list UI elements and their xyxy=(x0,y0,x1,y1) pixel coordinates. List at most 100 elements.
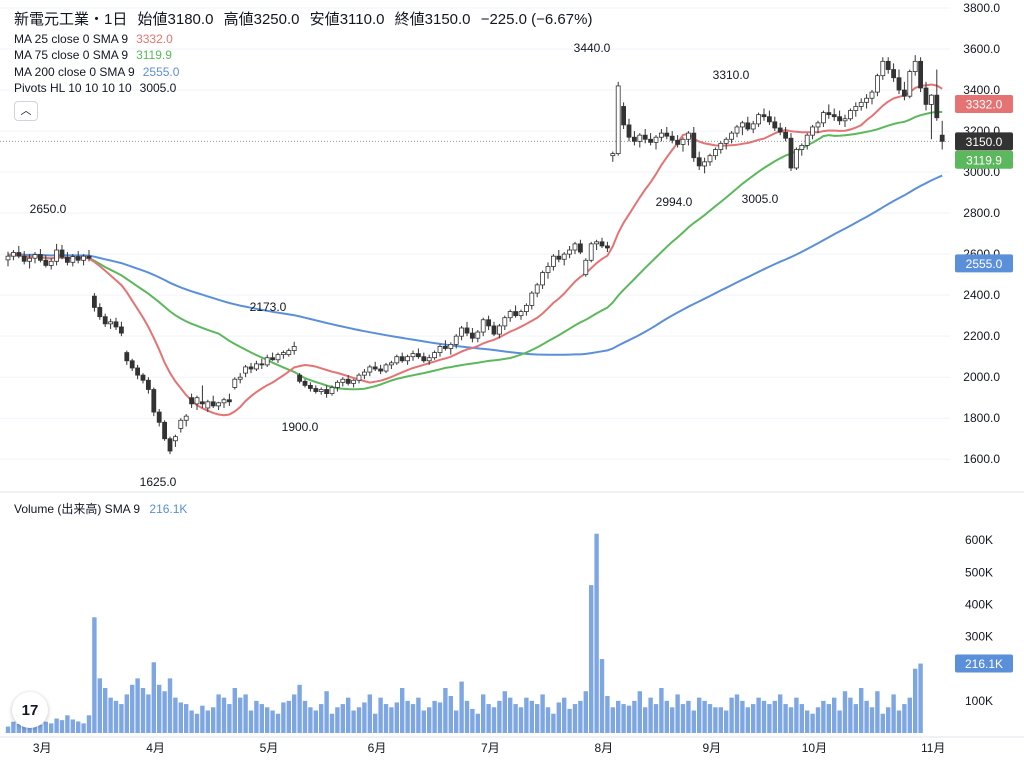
volume-bar xyxy=(497,700,502,733)
volume-bar xyxy=(130,684,135,733)
candle-body xyxy=(16,252,22,257)
volume-tick-label: 600K xyxy=(965,533,993,547)
chart-legend: 新電元工業・1日 始値3180.0 高値3250.0 安値3110.0 終値31… xyxy=(14,11,598,121)
candle-body xyxy=(388,362,394,366)
volume-tick-label: 500K xyxy=(965,565,993,579)
candle-body xyxy=(664,132,670,137)
volume-bar xyxy=(740,700,745,733)
price-tags: 3332.0 3150.0 3119.9 2555.0 216.1K xyxy=(955,94,1013,673)
price-tick-label: 2800.0 xyxy=(963,206,1000,220)
ma75-line xyxy=(7,110,943,391)
volume-bar xyxy=(805,710,810,733)
volume-bar xyxy=(832,697,837,733)
candle-body xyxy=(313,388,319,392)
indicator-ma25[interactable]: MA 25 close 0 SMA 9 3332.0 xyxy=(14,31,173,46)
volume-bar xyxy=(734,694,740,733)
volume-bar xyxy=(22,724,27,733)
volume-bar xyxy=(205,710,210,733)
volume-bar xyxy=(459,681,464,733)
candle-body xyxy=(329,387,335,394)
candle-body xyxy=(831,114,837,118)
candle-body xyxy=(124,352,130,362)
candle-body xyxy=(10,252,16,257)
candle-body xyxy=(578,243,583,253)
candle-body xyxy=(686,132,691,140)
price-tag xyxy=(955,94,1013,113)
candle-body xyxy=(815,122,821,128)
volume-bar xyxy=(481,694,486,733)
indicator-ma200[interactable]: MA 200 close 0 SMA 9 2555.0 xyxy=(14,64,180,79)
symbol-title[interactable]: 新電元工業・1日 xyxy=(14,11,128,28)
candle-body xyxy=(610,153,616,157)
volume-bar xyxy=(632,700,637,733)
volume-tag xyxy=(955,654,1013,673)
price-tick-label: 2400.0 xyxy=(963,288,1000,302)
volume-bar xyxy=(97,678,102,733)
volume-bar xyxy=(292,694,297,733)
candle-body xyxy=(772,121,778,129)
volume-tick-label: 400K xyxy=(965,597,993,611)
volume-bar xyxy=(572,704,578,733)
volume-bar xyxy=(670,707,675,733)
pivot-label: 2650.0 xyxy=(30,202,67,216)
volume-legend[interactable]: Volume (出来高) SMA 9 216.1K xyxy=(14,502,188,516)
volume-bar xyxy=(367,694,372,733)
volume-bar xyxy=(707,704,713,733)
volume-tag-label: 216.1K xyxy=(965,657,1003,671)
volume-bar xyxy=(27,723,32,733)
candle-body xyxy=(777,127,783,133)
volume-bar xyxy=(92,617,97,733)
price-tick-label: 1600.0 xyxy=(963,452,1000,466)
candle-body xyxy=(405,356,411,362)
volume-bar xyxy=(167,678,173,733)
volume-tick-label: 300K xyxy=(965,630,993,644)
candle-body xyxy=(880,60,886,77)
candle-body xyxy=(140,374,146,381)
volume-bar xyxy=(886,707,891,733)
ohlc-close: 終値3150.0 xyxy=(394,11,471,28)
volume-bar xyxy=(907,697,912,733)
candle-body xyxy=(567,249,572,255)
candle-body xyxy=(842,118,848,122)
volume-bar xyxy=(902,704,907,733)
candle-body xyxy=(740,122,745,128)
candle-body xyxy=(750,123,756,130)
candle-body xyxy=(459,327,465,337)
collapse-legend-button[interactable]: ︿ xyxy=(14,100,38,121)
ohlc-low: 安値3110.0 xyxy=(309,11,385,28)
tradingview-logo-icon[interactable]: 17 xyxy=(12,692,48,728)
candle-body xyxy=(32,254,38,259)
candle-body xyxy=(713,149,718,157)
volume-bar xyxy=(643,707,648,733)
volume-bar xyxy=(594,533,599,733)
volume-bar xyxy=(583,691,588,733)
indicator-pivots[interactable]: Pivots HL 10 10 10 10 3005.0 xyxy=(14,81,177,95)
candlestick-series xyxy=(5,55,945,455)
volume-bar xyxy=(626,705,632,733)
price-tag xyxy=(955,254,1013,273)
volume-bar xyxy=(346,697,351,733)
volume-bar xyxy=(713,707,718,733)
candle-body xyxy=(81,255,86,261)
volume-bar xyxy=(518,707,524,733)
candle-body xyxy=(788,137,794,169)
volume-bar xyxy=(616,700,621,733)
indicator-ma75[interactable]: MA 75 close 0 SMA 9 3119.9 xyxy=(14,48,172,62)
volume-bar xyxy=(724,710,729,733)
volume-bar xyxy=(562,697,567,733)
volume-bar xyxy=(281,702,286,733)
candle-body xyxy=(556,255,562,260)
candle-body xyxy=(626,124,632,138)
volume-bar xyxy=(65,715,70,733)
volume-bar xyxy=(119,704,124,733)
candle-body xyxy=(929,94,934,105)
volume-bar xyxy=(265,707,270,733)
candle-body xyxy=(167,438,173,452)
pivot-label: 1625.0 xyxy=(140,475,177,489)
volume-series xyxy=(5,533,923,733)
price-tick-label: 3800.0 xyxy=(963,1,1000,15)
candle-body xyxy=(48,260,54,266)
time-tick-label: 11月 xyxy=(921,741,945,755)
volume-bar xyxy=(502,691,507,733)
